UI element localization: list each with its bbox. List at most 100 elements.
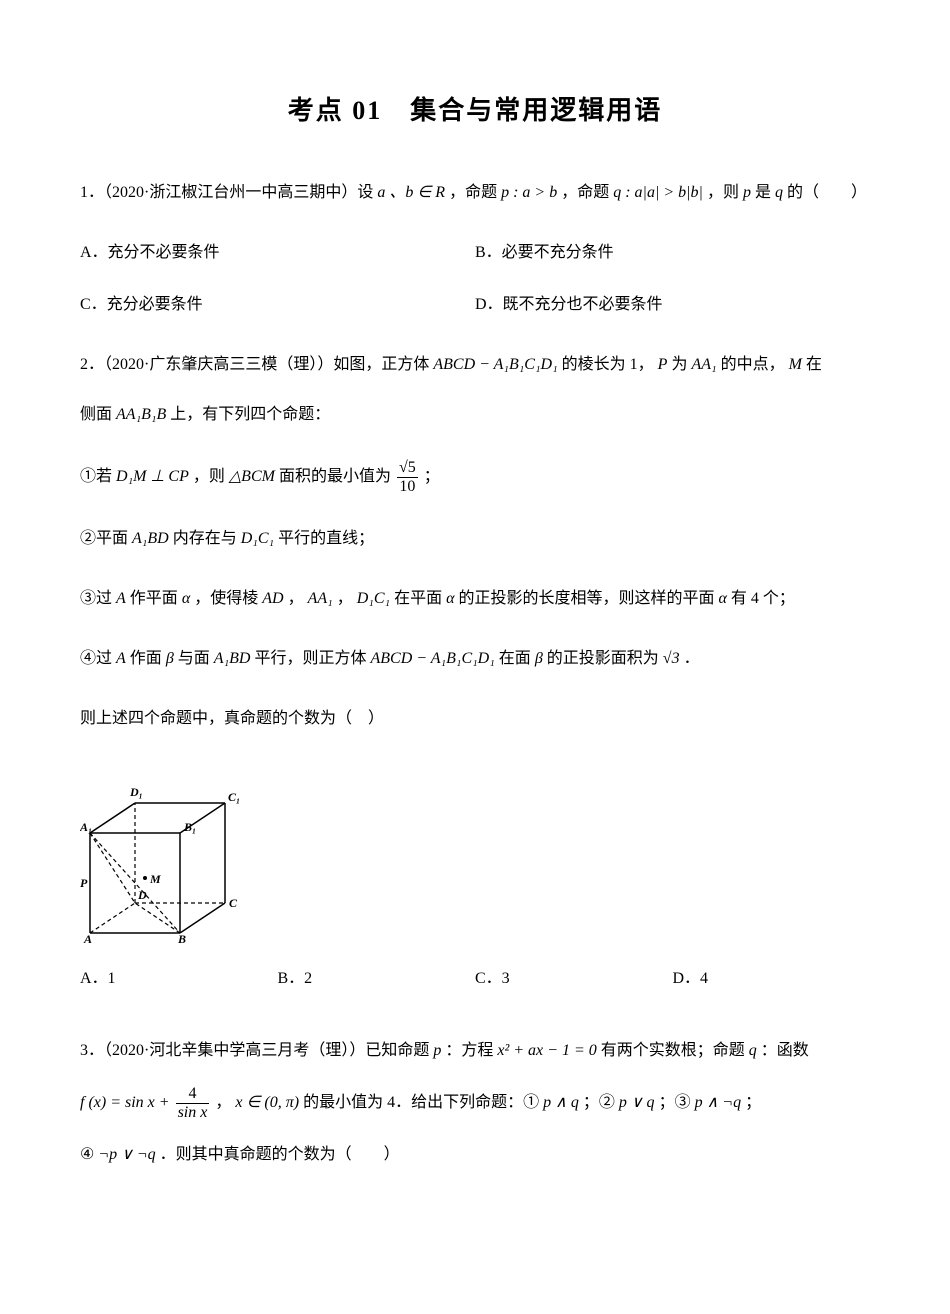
q2-s3-al3: α bbox=[719, 590, 727, 607]
q2-s3-m4: ， bbox=[337, 590, 353, 607]
q3-c1: ：方程 bbox=[445, 1042, 497, 1059]
q1-t2: ，命题 bbox=[561, 184, 613, 201]
lbl-D: D bbox=[137, 888, 147, 902]
q2-s1-end: ； bbox=[424, 468, 440, 485]
q2-s3-al: α bbox=[182, 590, 190, 607]
q2-s3-al2: α bbox=[446, 590, 454, 607]
q3-pre: 3．（2020·河北辛集中学高三月考（理））已知命题 bbox=[80, 1042, 433, 1059]
q1-opt-d: D．既不充分也不必要条件 bbox=[475, 289, 870, 321]
q2-s1-frac-den: 10 bbox=[397, 478, 418, 496]
question-2-stmt2: ②平面 A₁BD 内存在与 D₁C₁ 平行的直线； bbox=[80, 523, 870, 555]
q2-s2-pre: ②平面 bbox=[80, 530, 132, 547]
q2-s3-m1: 作平面 bbox=[130, 590, 182, 607]
page-title: 考点 01 集合与常用逻辑用语 bbox=[80, 90, 870, 127]
cube-figure: D₁ C₁ A₁ B₁ P M D C A B bbox=[80, 763, 240, 943]
q2-P: P bbox=[658, 356, 668, 373]
question-3-line1: 3．（2020·河北辛集中学高三月考（理））已知命题 p ：方程 x² + ax… bbox=[80, 1035, 870, 1067]
question-2-stmt1: ①若 D₁M ⊥ CP ，则 △BCM 面积的最小值为 √5 10 ； bbox=[80, 459, 870, 495]
q2-s3-A: A bbox=[116, 590, 126, 607]
q3-c1e: p ∧ q bbox=[543, 1094, 579, 1111]
q2-s2-a1bd: A₁BD bbox=[132, 530, 169, 547]
q2-s4-be2: β bbox=[535, 650, 543, 667]
q2-s1-frac-num: √5 bbox=[397, 459, 418, 478]
q1-opt-a: A．充分不必要条件 bbox=[80, 237, 475, 269]
q3-l3-pre: ④ bbox=[80, 1146, 98, 1163]
q1-t4: 是 bbox=[755, 184, 775, 201]
q2-s1-tri: △BCM bbox=[229, 468, 275, 485]
cube-svg: D₁ C₁ A₁ B₁ P M D C A B bbox=[80, 763, 240, 943]
lbl-M: M bbox=[149, 872, 161, 886]
q1-p: p : a > b bbox=[501, 184, 557, 201]
q2-s3-AD: AD bbox=[262, 590, 283, 607]
q1-t3: ，则 bbox=[707, 184, 743, 201]
q3-s1: ；② bbox=[583, 1094, 619, 1111]
q2-s4-A: A bbox=[116, 650, 126, 667]
q2-s4-m4: 在面 bbox=[499, 650, 535, 667]
q2-s1-mid: ，则 bbox=[193, 468, 229, 485]
q1-opt-c: C．充分必要条件 bbox=[80, 289, 475, 321]
q3-frac: 4 sin x bbox=[176, 1085, 210, 1121]
q2-opt-d: D．4 bbox=[673, 963, 871, 995]
q1-ab: a 、b ∈ R bbox=[377, 184, 445, 201]
q1-qv: q bbox=[775, 184, 783, 201]
q3-l3-end: ．则其中真命题的个数为（ ） bbox=[160, 1146, 400, 1163]
lbl-A: A bbox=[83, 932, 92, 943]
q3-c2e: p ∨ q bbox=[619, 1094, 655, 1111]
q3-s2: ；③ bbox=[659, 1094, 695, 1111]
q2-l1-m3: 的中点， bbox=[721, 356, 785, 373]
q2-s4-pre: ④过 bbox=[80, 650, 116, 667]
q3-p: p bbox=[433, 1042, 441, 1059]
question-1-options: A．充分不必要条件 B．必要不充分条件 C．充分必要条件 D．既不充分也不必要条… bbox=[80, 237, 870, 341]
q3-c2: ：函数 bbox=[761, 1042, 809, 1059]
q3-frac-num: 4 bbox=[176, 1085, 210, 1104]
q2-s3-m5: 在平面 bbox=[394, 590, 446, 607]
lbl-B: B bbox=[177, 932, 186, 943]
question-2-line1: 2．（2020·广东肇庆高三三模（理））如图，正方体 ABCD − A₁B₁C₁… bbox=[80, 349, 870, 381]
q3-c4e: ¬p ∨ ¬q bbox=[98, 1146, 155, 1163]
lbl-B1: B₁ bbox=[183, 820, 196, 834]
q3-m2: 的最小值为 4．给出下列命题：① bbox=[303, 1094, 543, 1111]
q2-s2-mid: 内存在与 bbox=[173, 530, 241, 547]
q3-dom: x ∈ (0, π) bbox=[235, 1094, 299, 1111]
q2-l1-pre: 2．（2020·广东肇庆高三三模（理））如图，正方体 bbox=[80, 356, 433, 373]
q2-l1-m2: 为 bbox=[671, 356, 691, 373]
q2-s3-m6: 的正投影的长度相等，则这样的平面 bbox=[458, 590, 718, 607]
q2-l1-end: 在 bbox=[806, 356, 822, 373]
lbl-P: P bbox=[80, 876, 88, 890]
q2-s1-frac: √5 10 bbox=[397, 459, 418, 495]
q2-s2-end: 平行的直线； bbox=[278, 530, 374, 547]
q3-q: q bbox=[749, 1042, 757, 1059]
q1-t5: 的（ ） bbox=[787, 184, 867, 201]
question-2-line2: 侧面 AA₁B₁B 上，有下列四个命题： bbox=[80, 399, 870, 431]
q2-s4-a1bd: A₁BD bbox=[214, 650, 251, 667]
q1-pv: p bbox=[743, 184, 751, 201]
q2-s1-mid2: 面积的最小值为 bbox=[279, 468, 395, 485]
q2-s1-d1m: D₁M ⊥ CP bbox=[116, 468, 189, 485]
q2-s3-end: 有 4 个； bbox=[731, 590, 795, 607]
question-3-line2: f (x) = sin x + 4 sin x ， x ∈ (0, π) 的最小… bbox=[80, 1085, 870, 1121]
question-2-options: A．1 B．2 C．3 D．4 bbox=[80, 963, 870, 995]
q2-face: AA₁B₁B bbox=[116, 406, 166, 423]
q2-l1-m1: 的棱长为 1， bbox=[562, 356, 654, 373]
q3-c3e: p ∧ ¬q bbox=[695, 1094, 742, 1111]
q2-cube: ABCD − A₁B₁C₁D₁ bbox=[433, 356, 557, 373]
q1-prefix: 1．（2020·浙江椒江台州一中高三期中）设 bbox=[80, 184, 377, 201]
q2-s4-cube: ABCD − A₁B₁C₁D₁ bbox=[370, 650, 494, 667]
page: 考点 01 集合与常用逻辑用语 1．（2020·浙江椒江台州一中高三期中）设 a… bbox=[0, 0, 950, 1259]
lbl-C1: C₁ bbox=[228, 790, 240, 804]
lbl-D1: D₁ bbox=[129, 785, 143, 799]
q2-opt-c: C．3 bbox=[475, 963, 673, 995]
lbl-C: C bbox=[229, 896, 238, 910]
q2-s4-be: β bbox=[166, 650, 174, 667]
q2-opt-b: B．2 bbox=[278, 963, 476, 995]
question-2-stmt4: ④过 A 作面 β 与面 A₁BD 平行，则正方体 ABCD − A₁B₁C₁D… bbox=[80, 643, 870, 675]
lbl-A1: A₁ bbox=[80, 820, 92, 834]
q2-s3-m3: ， bbox=[288, 590, 304, 607]
q2-opt-a: A．1 bbox=[80, 963, 278, 995]
q1-opt-b: B．必要不充分条件 bbox=[475, 237, 870, 269]
q2-M: M bbox=[789, 356, 802, 373]
q3-eq: x² + ax − 1 = 0 bbox=[497, 1042, 596, 1059]
question-2-ask: 则上述四个命题中，真命题的个数为（ ） bbox=[80, 703, 870, 735]
q2-s3-D1C1: D₁C₁ bbox=[357, 590, 390, 607]
q2-l2-end: 上，有下列四个命题： bbox=[170, 406, 330, 423]
